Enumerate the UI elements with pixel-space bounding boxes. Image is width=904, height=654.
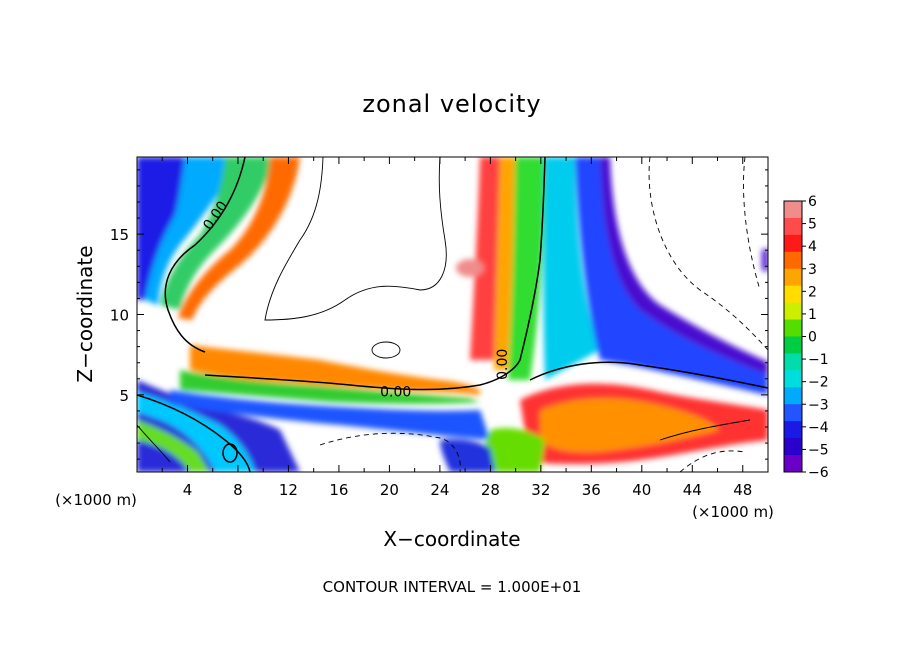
field-pink-blob	[456, 259, 484, 277]
y-tick-label: 15	[110, 226, 129, 244]
x-tick-label: 4	[183, 481, 193, 499]
x-tick-label: 16	[329, 481, 348, 499]
colorbar-segment	[784, 421, 802, 438]
x-tick-label: 48	[733, 481, 752, 499]
colorbar-segment	[784, 387, 802, 404]
x-tick-label: 40	[632, 481, 651, 499]
x-tick-label: 28	[481, 481, 500, 499]
colorbar-segment	[784, 218, 802, 235]
colorbar-segment	[784, 286, 802, 303]
colorbar: 6 5 4 3 2 1 0 −1 −2 −3 −4 −5 −6	[784, 194, 829, 481]
contour-interval-note: CONTOUR INTERVAL = 1.000E+01	[323, 578, 582, 596]
colorbar-tick-label: 1	[808, 307, 817, 323]
colorbar-segment	[784, 370, 802, 387]
field-right-edge-violet	[762, 248, 768, 272]
x-tick-label: 44	[683, 481, 702, 499]
colorbar-segment	[784, 303, 802, 320]
colorbar-segment	[784, 353, 802, 370]
colorbar-segment	[784, 404, 802, 421]
contour-label: 0.00	[495, 349, 511, 380]
y-tick-label: 5	[119, 387, 129, 405]
x-tick-label: 12	[279, 481, 298, 499]
chart-title: zonal velocity	[362, 90, 541, 118]
colorbar-tick-label: −3	[808, 397, 829, 413]
x-unit-label-left: (×1000 m)	[55, 491, 137, 509]
field-red-blob-right	[730, 425, 750, 439]
colorbar-segment	[784, 438, 802, 455]
colorbar-tick-label: −5	[808, 442, 829, 458]
colorbar-segment	[784, 320, 802, 337]
colorbar-tick-label: 2	[808, 284, 817, 300]
colorbar-segment	[784, 235, 802, 252]
colorbar-tick-label: −1	[808, 352, 829, 368]
colorbar-segment	[784, 455, 802, 472]
plot-area	[137, 157, 768, 472]
colorbar-tick-label: −4	[808, 420, 829, 436]
colorbar-tick-label: −6	[808, 465, 829, 481]
colorbar-tick-label: 5	[808, 217, 817, 233]
colorbar-segment	[784, 269, 802, 286]
y-axis-label: Z−coordinate	[73, 245, 97, 382]
colorbar-tick-label: −2	[808, 375, 829, 391]
colorbar-tick-label: 3	[808, 262, 817, 278]
colorbar-tick-label: 6	[808, 194, 817, 210]
x-tick-label: 36	[582, 481, 601, 499]
x-tick-label: 20	[380, 481, 399, 499]
x-axis-label: X−coordinate	[383, 527, 520, 551]
x-tick-label: 32	[531, 481, 550, 499]
colorbar-tick-label: 0	[808, 330, 817, 346]
x-tick-label: 24	[430, 481, 449, 499]
colorbar-segment	[784, 252, 802, 269]
contour-label: 0.00	[380, 384, 411, 400]
colorbar-segment	[784, 337, 802, 354]
x-tick-label: 8	[233, 481, 243, 499]
colorbar-segment	[784, 201, 802, 218]
x-unit-label-right: (×1000 m)	[692, 503, 774, 521]
y-tick-label: 10	[110, 307, 129, 325]
colorbar-tick-label: 4	[808, 239, 817, 255]
